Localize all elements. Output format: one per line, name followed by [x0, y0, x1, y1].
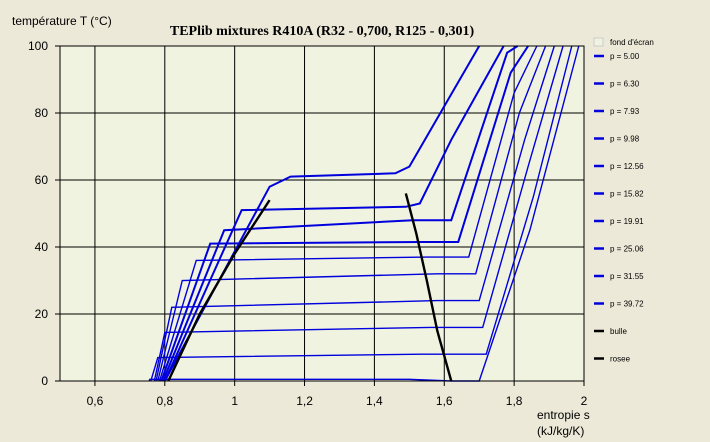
saturation-curves — [167, 193, 453, 382]
legend-item-label: p = 12.56 — [610, 162, 644, 171]
legend-item-label: p = 25.06 — [610, 245, 644, 254]
y-axis-label: température T (°C) — [12, 14, 112, 28]
x-tick-label: 1,8 — [506, 394, 523, 408]
legend-item-label: p = 6.30 — [610, 80, 640, 89]
x-axis-unit: (kJ/kg/K) — [537, 424, 585, 438]
legend-item-label: p = 7.93 — [610, 107, 640, 116]
y-axis-ticks: 0 20 40 60 80 100 — [28, 39, 60, 388]
isobar-series-line — [160, 45, 529, 382]
x-tick-label: 1,6 — [436, 394, 453, 408]
legend-item-label: rosee — [610, 355, 631, 364]
y-tick-label: 80 — [35, 106, 49, 120]
legend-item-label: bulle — [610, 327, 627, 336]
saturation-curve-bulle — [167, 199, 271, 382]
y-tick-label: 40 — [35, 240, 49, 254]
y-tick-label: 20 — [35, 307, 49, 321]
isobar-series-line — [157, 45, 547, 382]
plot-area — [60, 46, 584, 381]
isobar-series-line — [150, 45, 573, 382]
isobar-series-line — [163, 45, 481, 382]
plot-frame — [59, 45, 585, 382]
isobar-series-line — [155, 45, 555, 382]
x-tick-label: 1,2 — [296, 394, 313, 408]
y-tick-label: 60 — [35, 173, 49, 187]
x-axis-label: entropie s — [537, 408, 590, 422]
y-tick-label: 100 — [28, 39, 48, 53]
chart-title: TEPlib mixtures R410A (R32 - 0,700, R125… — [169, 24, 475, 39]
legend-item-label: p = 31.55 — [610, 272, 644, 281]
x-tick-label: 1 — [231, 394, 238, 408]
legend-item-label: p = 39.72 — [610, 300, 644, 309]
y-tick-label: 0 — [41, 374, 48, 388]
legend-item-label: p = 15.82 — [610, 190, 644, 199]
isobar-series-line — [153, 45, 564, 382]
legend-item-label: p = 9.98 — [610, 135, 640, 144]
legend: fond d'écran p = 5.00 p = 6.30 p = 7.93 p = … — [593, 37, 654, 364]
x-tick-label: 0,6 — [87, 394, 104, 408]
x-tick-label: 0,8 — [156, 394, 173, 408]
legend-swatch-background — [593, 37, 604, 47]
isobar-series-line — [163, 45, 505, 382]
saturation-curve-rosee — [404, 193, 453, 382]
isobar-curves — [148, 45, 580, 382]
isobar-series-line — [158, 45, 538, 382]
legend-item-label: p = 5.00 — [610, 52, 640, 61]
legend-label-background: fond d'écran — [610, 38, 654, 47]
x-axis-ticks: 0,6 0,8 1 1,2 1,4 1,6 1,8 2 — [87, 381, 588, 408]
legend-item-label: p = 19.91 — [610, 217, 644, 226]
x-tick-label: 2 — [581, 394, 588, 408]
x-tick-label: 1,4 — [366, 394, 383, 408]
isobar-series-line — [162, 45, 519, 382]
